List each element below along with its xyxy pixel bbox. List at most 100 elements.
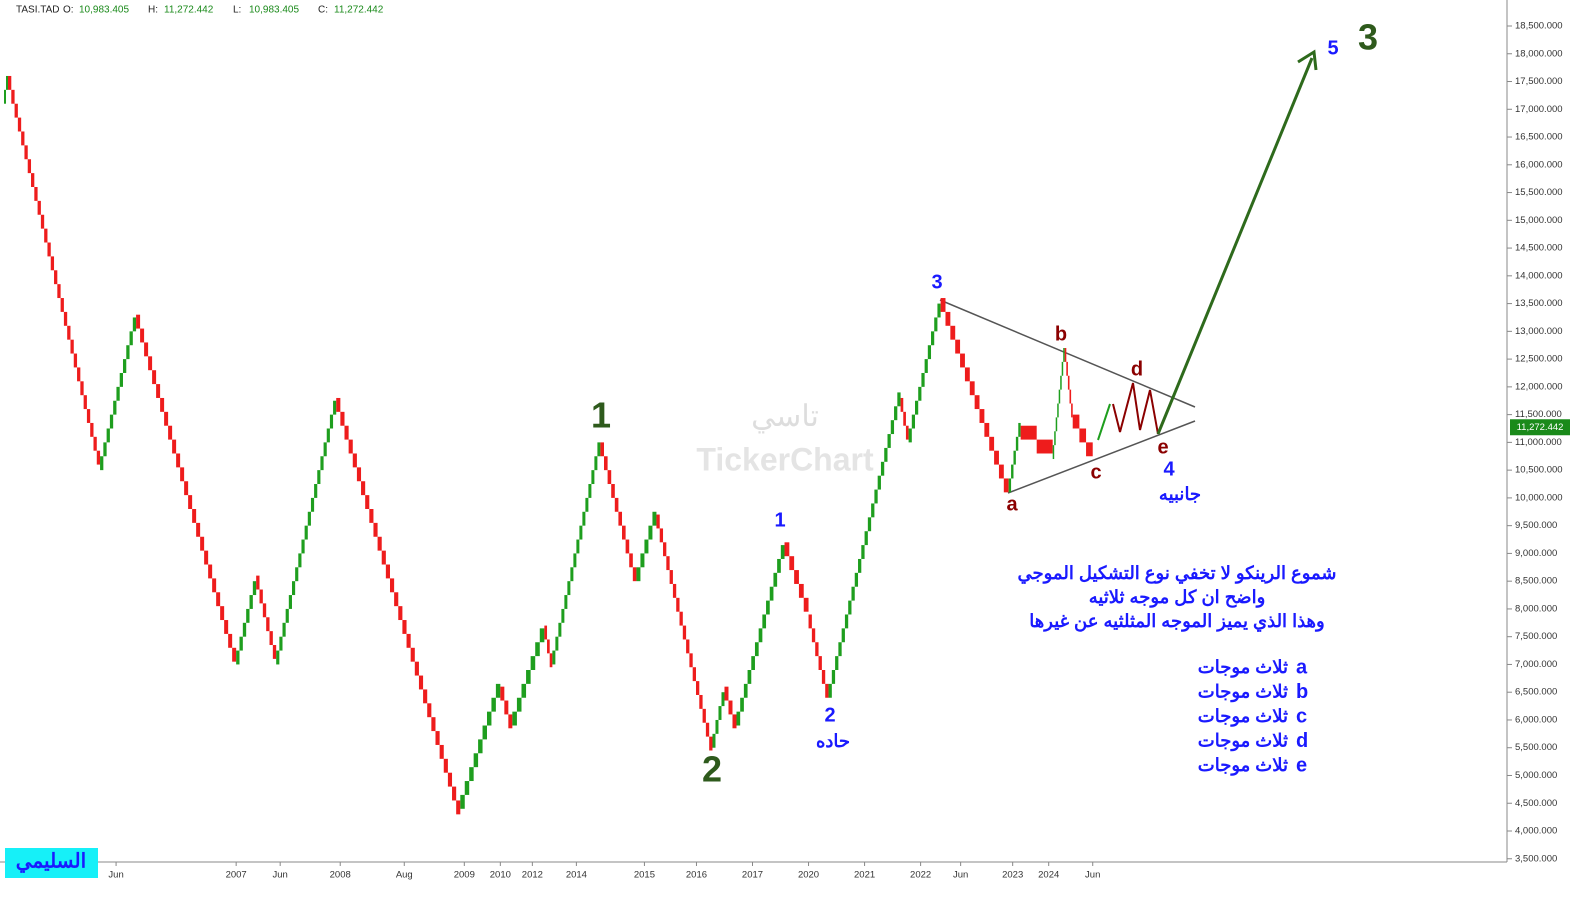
brick xyxy=(301,539,305,554)
triangle-upper xyxy=(939,299,1196,408)
ohlc-label: O: xyxy=(63,5,74,16)
brick xyxy=(495,683,501,698)
x-tick-label: 2009 xyxy=(454,870,475,881)
brick xyxy=(835,656,839,670)
brick xyxy=(329,414,334,429)
brick xyxy=(96,450,101,465)
brick xyxy=(44,228,48,243)
brick xyxy=(1015,436,1019,451)
brick xyxy=(220,606,225,621)
author-box xyxy=(5,848,98,878)
brick xyxy=(456,800,461,815)
brick xyxy=(310,497,315,512)
annotation: 3 xyxy=(931,271,942,293)
brick xyxy=(811,628,816,643)
brick xyxy=(73,353,78,368)
brick xyxy=(911,414,916,429)
brick xyxy=(1008,478,1012,493)
y-tick-label: 7,500.000 xyxy=(1515,631,1557,642)
brick xyxy=(439,744,444,759)
brick xyxy=(464,781,470,795)
wave-letter: c xyxy=(1296,705,1307,727)
brick xyxy=(831,670,836,684)
brick xyxy=(156,384,161,398)
brick xyxy=(614,497,619,512)
annotation: جانبيه xyxy=(1159,484,1201,504)
brick xyxy=(732,714,737,729)
triangle-lower xyxy=(1007,420,1196,494)
brick xyxy=(269,631,273,646)
brick xyxy=(212,578,217,593)
y-tick-label: 5,000.000 xyxy=(1515,770,1557,781)
brick xyxy=(604,456,608,471)
brick xyxy=(1020,425,1037,440)
annotation: e xyxy=(1157,436,1168,458)
brick xyxy=(389,578,395,593)
price-label: 11,272.442 xyxy=(1517,422,1564,433)
brick xyxy=(152,370,157,385)
brick xyxy=(344,425,349,440)
brick xyxy=(640,553,645,568)
brick xyxy=(103,442,107,457)
brick xyxy=(597,442,601,457)
arrow-head xyxy=(1297,49,1318,71)
brick xyxy=(200,536,205,551)
brick xyxy=(122,359,127,373)
brick xyxy=(555,636,559,651)
brick xyxy=(249,595,253,609)
brick xyxy=(682,625,687,640)
brick xyxy=(974,395,980,410)
brick xyxy=(37,200,41,215)
brick xyxy=(874,489,878,504)
brick xyxy=(1060,375,1062,390)
brick xyxy=(136,314,141,329)
brick xyxy=(918,386,922,401)
brick xyxy=(636,567,641,582)
brick xyxy=(897,392,901,407)
brick xyxy=(129,331,133,346)
brick xyxy=(113,400,117,415)
brick xyxy=(841,628,845,643)
x-tick-label: 2008 xyxy=(330,870,351,881)
brick xyxy=(740,697,744,712)
x-tick-label: 2021 xyxy=(854,870,875,881)
ohlc-value: 10,983.405 xyxy=(79,5,129,16)
brick xyxy=(443,758,448,773)
brick xyxy=(239,636,243,651)
y-tick-label: 8,000.000 xyxy=(1515,603,1557,614)
brick xyxy=(803,597,809,612)
brick xyxy=(246,608,250,623)
x-tick-label: 2014 xyxy=(566,870,587,881)
brick xyxy=(356,467,362,482)
brick xyxy=(984,422,990,437)
brick xyxy=(825,683,829,698)
brick xyxy=(1058,389,1061,404)
brick xyxy=(14,103,18,118)
x-tick-label: Jun xyxy=(108,870,123,881)
brick xyxy=(848,600,852,615)
brick xyxy=(482,725,487,740)
x-tick-label: 2010 xyxy=(490,870,511,881)
brick xyxy=(486,711,492,726)
brick xyxy=(60,298,64,312)
brick xyxy=(798,583,804,598)
brick xyxy=(547,639,550,654)
y-tick-label: 4,500.000 xyxy=(1515,798,1557,809)
brick xyxy=(994,450,999,465)
brick xyxy=(369,509,374,523)
y-tick-label: 8,500.000 xyxy=(1515,576,1557,587)
wave-text: ثلاث موجات xyxy=(1198,657,1288,678)
annotation: حاده xyxy=(816,731,850,751)
brick xyxy=(83,395,87,410)
brick xyxy=(361,481,366,496)
brick xyxy=(854,572,859,587)
brick xyxy=(777,558,781,573)
brick xyxy=(676,597,680,612)
y-tick-label: 16,000.000 xyxy=(1515,159,1563,170)
brick xyxy=(11,89,15,104)
y-tick-label: 10,500.000 xyxy=(1515,465,1563,476)
brick xyxy=(188,495,193,509)
brick xyxy=(1064,348,1067,362)
brick xyxy=(780,545,785,559)
